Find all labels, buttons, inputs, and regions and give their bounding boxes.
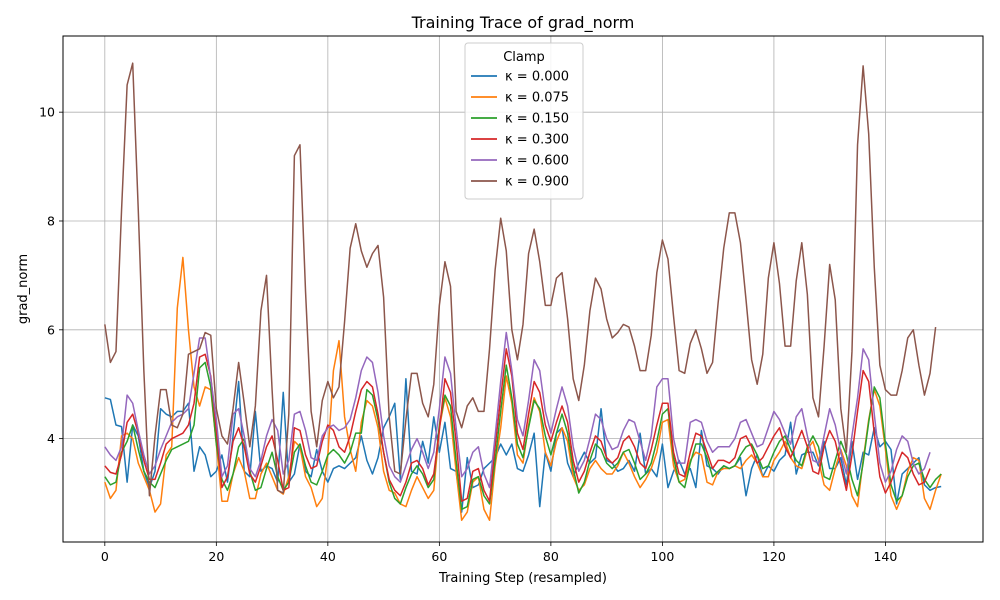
- series-line-5: [104, 62, 937, 497]
- x-tick-label: 60: [431, 549, 447, 564]
- legend-label-3: κ = 0.300: [505, 133, 569, 148]
- x-tick-label: 40: [320, 549, 336, 564]
- legend-title: Clamp: [503, 50, 545, 65]
- y-tick-label: 10: [39, 105, 55, 120]
- y-tick-label: 4: [47, 431, 55, 446]
- legend-label-5: κ = 0.900: [505, 175, 569, 190]
- x-tick-label: 140: [873, 549, 897, 564]
- series-line-1: [104, 256, 942, 521]
- legend: Clamp κ = 0.000 κ = 0.075 κ = 0.150 κ = 0.30…: [464, 42, 584, 200]
- y-axis-label: grad_norm: [16, 254, 31, 324]
- x-tick-label: 120: [762, 549, 786, 564]
- legend-label-0: κ = 0.000: [505, 70, 569, 85]
- series-line-3: [104, 348, 931, 502]
- tick-layer: 0 20 40 60 80 100 120 140 4 6 8 10: [39, 105, 897, 564]
- legend-label-1: κ = 0.075: [505, 91, 569, 106]
- series-line-4: [104, 331, 931, 489]
- x-tick-label: 20: [208, 549, 224, 564]
- y-tick-label: 6: [47, 322, 55, 337]
- legend-label-4: κ = 0.600: [505, 154, 569, 169]
- chart-title: Training Trace of grad_norm: [411, 13, 635, 33]
- series-layer: [104, 62, 942, 521]
- x-tick-label: 80: [543, 549, 559, 564]
- y-tick-label: 8: [47, 213, 55, 228]
- plot-area-frame: [62, 35, 984, 543]
- legend-label-2: κ = 0.150: [505, 112, 569, 127]
- x-tick-label: 100: [650, 549, 674, 564]
- x-axis-label: Training Step (resampled): [438, 571, 607, 586]
- x-tick-label: 0: [101, 549, 109, 564]
